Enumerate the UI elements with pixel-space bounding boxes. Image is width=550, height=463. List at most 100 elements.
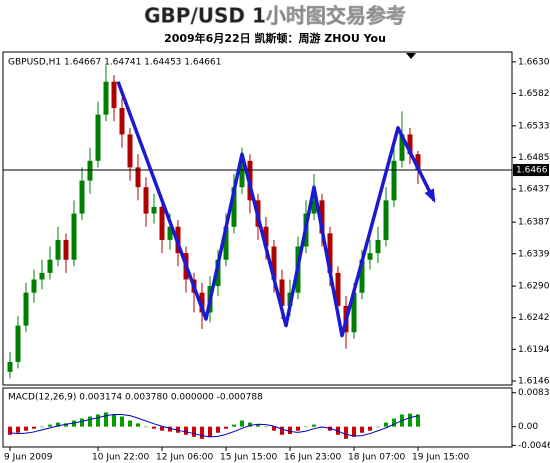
macd-bar: [408, 413, 412, 427]
macd-bar: [32, 426, 36, 429]
candle-body: [159, 206, 165, 240]
chart-subtitle: 2009年6月22日 凯斯顿：周游 ZHOU You: [164, 31, 386, 45]
macd-bar: [264, 426, 268, 428]
macd-bar: [120, 416, 124, 427]
candle-body: [199, 292, 205, 313]
macd-bar: [392, 418, 396, 427]
candle-body: [375, 239, 381, 254]
candle-body: [215, 259, 221, 287]
macd-bar: [136, 423, 140, 427]
last-price-label: 1.6466: [516, 166, 548, 176]
candle-body: [271, 246, 277, 280]
candle-body: [231, 187, 237, 227]
annotation-arrowhead: [424, 188, 436, 204]
annotation-line: [116, 81, 436, 338]
macd-bar: [376, 426, 380, 428]
macd-bar: [184, 426, 188, 435]
candle-body: [335, 272, 341, 306]
y-tick-label: 1.6582: [518, 89, 550, 99]
x-tick-label: 18 Jun 07:00: [348, 453, 405, 463]
x-tick-label: 19 Jun 15:00: [412, 453, 469, 463]
candle-body: [71, 213, 77, 260]
y-tick-label: 0.00: [518, 422, 538, 432]
macd-bar: [8, 426, 12, 435]
candle-body: [55, 239, 61, 260]
candle-body: [111, 81, 117, 109]
macd-bar: [280, 426, 284, 435]
candle-body: [119, 108, 125, 135]
candle-body: [143, 187, 149, 214]
symbol-info: GBPUSD,H1 1.64667 1.64741 1.64453 1.6466…: [8, 58, 221, 68]
macd-bar: [88, 416, 92, 427]
macd-bar: [192, 426, 196, 437]
candle-body: [103, 81, 109, 115]
macd-bar: [16, 426, 20, 433]
macd-bar: [96, 414, 100, 427]
candle-body: [391, 160, 397, 201]
shift-marker: [406, 53, 416, 59]
x-tick-label: 16 Jun 23:00: [284, 453, 341, 463]
macd-bar: [272, 426, 276, 431]
candle-body: [415, 154, 421, 171]
candle-body: [7, 361, 13, 372]
macd-panel: [2, 387, 513, 448]
macd-bar: [224, 426, 228, 429]
macd-bar: [208, 426, 212, 437]
x-tick-label: 15 Jun 15:00: [220, 453, 277, 463]
macd-bar: [256, 424, 260, 427]
macd-bar: [312, 424, 316, 427]
macd-bar: [64, 423, 68, 427]
macd-signal: [9, 413, 419, 438]
macd-bar: [232, 424, 236, 427]
macd-bar: [152, 426, 156, 429]
macd-bar: [48, 424, 52, 427]
candle-body: [39, 272, 45, 280]
macd-bar: [240, 420, 244, 427]
y-tick-label: 1.6387: [518, 218, 550, 228]
macd-bar: [216, 426, 220, 433]
candle-body: [383, 200, 389, 240]
macd-bar: [24, 426, 28, 431]
macd-bar: [296, 426, 300, 431]
candle-body: [359, 259, 365, 293]
candle-body: [263, 226, 269, 247]
macd-bar: [160, 426, 164, 431]
macd-bar: [384, 422, 388, 427]
y-tick-label: 1.6242: [518, 313, 550, 323]
x-tick-label: 10 Jun 22:00: [92, 453, 149, 463]
candle-body: [23, 292, 29, 326]
candle-body: [135, 167, 141, 188]
y-tick-label: 1.6146: [518, 377, 550, 387]
candle-body: [15, 325, 21, 362]
macd-bar: [368, 426, 372, 431]
candle-body: [223, 226, 229, 260]
candle-body: [127, 134, 133, 168]
candle-body: [167, 226, 173, 240]
macd-bar: [40, 426, 44, 428]
macd-bar: [176, 426, 180, 433]
macd-bar: [248, 422, 252, 427]
macd-bar: [416, 414, 420, 427]
macd-bar: [56, 422, 60, 427]
candle-body: [367, 253, 373, 260]
candle-body: [407, 134, 413, 155]
y-tick-label: 1.6437: [518, 185, 550, 195]
y-tick-label: 1.6533: [518, 121, 550, 131]
candle-body: [239, 160, 245, 188]
y-tick-label: 1.6339: [518, 249, 550, 259]
macd-bar: [128, 420, 132, 427]
y-tick-label: 1.6485: [518, 153, 550, 163]
candle-body: [63, 239, 69, 260]
candle-body: [351, 292, 357, 333]
x-tick-label: 9 Jun 2009: [4, 453, 53, 463]
candle-body: [87, 160, 93, 181]
y-tick-label: -0.0046: [518, 441, 550, 451]
macd-bar: [144, 426, 148, 428]
candle-body: [47, 259, 53, 273]
candle-body: [327, 233, 333, 273]
candle-body: [31, 279, 37, 293]
macd-bar: [104, 412, 108, 427]
x-tick-label: 12 Jun 06:00: [156, 453, 213, 463]
macd-label: MACD(12,26,9) 0.003174 0.003780 0.000000…: [8, 393, 263, 403]
